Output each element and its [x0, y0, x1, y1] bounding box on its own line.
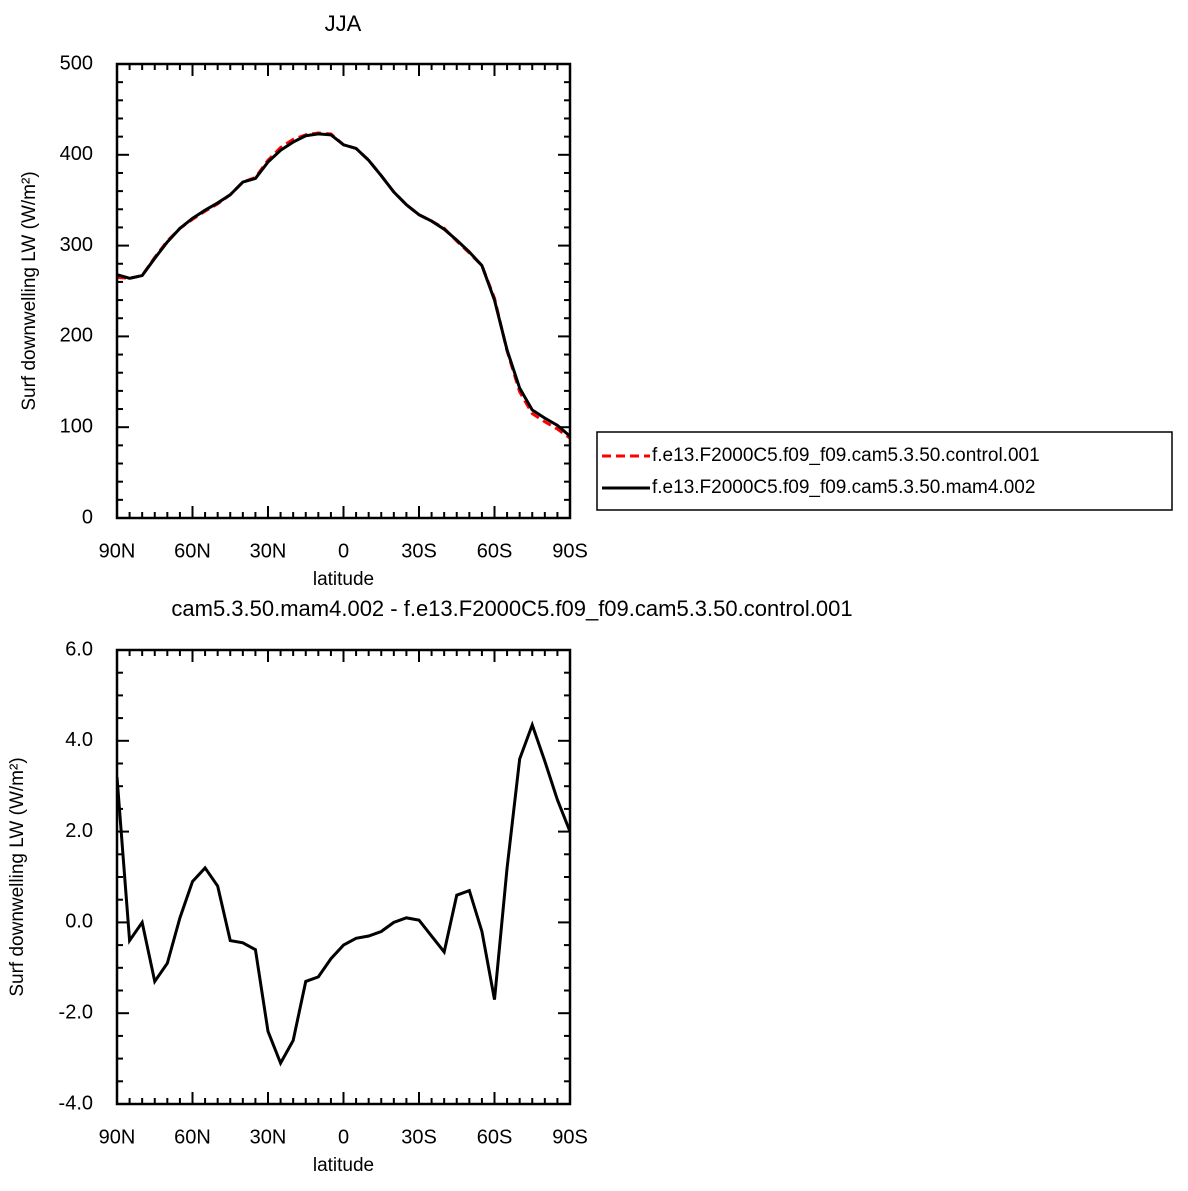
x-tick-label: 90S [552, 1126, 588, 1148]
y-tick-label: 0 [82, 506, 93, 528]
y-axis-label: Surf downwelling LW (W/m²) [7, 757, 28, 996]
y-tick-label: 2.0 [65, 820, 93, 842]
data-line [117, 720, 570, 1067]
data-line [117, 132, 570, 438]
x-tick-label: 90S [552, 540, 588, 562]
legend-box [596, 431, 1173, 511]
legend-label: f.e13.F2000C5.f09_f09.cam5.3.50.mam4.002 [652, 477, 1035, 498]
y-tick-label: 300 [60, 234, 93, 256]
y-tick-label: 6.0 [65, 638, 93, 660]
x-axis-label: latitude [313, 569, 374, 590]
x-tick-label: 30S [401, 1126, 437, 1148]
y-tick-label: -4.0 [59, 1092, 93, 1114]
y-tick-label: 100 [60, 415, 93, 437]
x-tick-label: 90N [99, 1126, 136, 1148]
x-tick-label: 30S [401, 540, 437, 562]
x-tick-label: 60S [477, 540, 513, 562]
y-tick-label: 4.0 [65, 729, 93, 751]
x-tick-label: 30N [250, 540, 287, 562]
x-tick-label: 60N [174, 1126, 211, 1148]
chart-title: cam5.3.50.mam4.002 - f.e13.F2000C5.f09_f… [171, 596, 852, 621]
plot-frame [115, 62, 572, 520]
plot-frame [115, 648, 572, 1106]
x-tick-label: 60N [174, 540, 211, 562]
y-tick-label: 200 [60, 325, 93, 347]
legend-label: f.e13.F2000C5.f09_f09.cam5.3.50.control.… [652, 445, 1040, 466]
x-tick-label: 60S [477, 1126, 513, 1148]
plot-area [117, 131, 570, 440]
data-line [117, 131, 570, 440]
y-tick-label: 500 [60, 52, 93, 74]
x-tick-label: 30N [250, 1126, 287, 1148]
plot-area [117, 720, 570, 1067]
x-tick-label: 90N [99, 540, 136, 562]
y-tick-label: -2.0 [59, 1001, 93, 1023]
y-tick-label: 400 [60, 143, 93, 165]
chart-title: JJA [325, 11, 362, 36]
x-axis-label: latitude [313, 1155, 374, 1176]
y-axis-label: Surf downwelling LW (W/m²) [19, 171, 40, 410]
x-tick-label: 0 [338, 1126, 349, 1148]
x-tick-label: 0 [338, 540, 349, 562]
y-tick-label: 0.0 [65, 911, 93, 933]
